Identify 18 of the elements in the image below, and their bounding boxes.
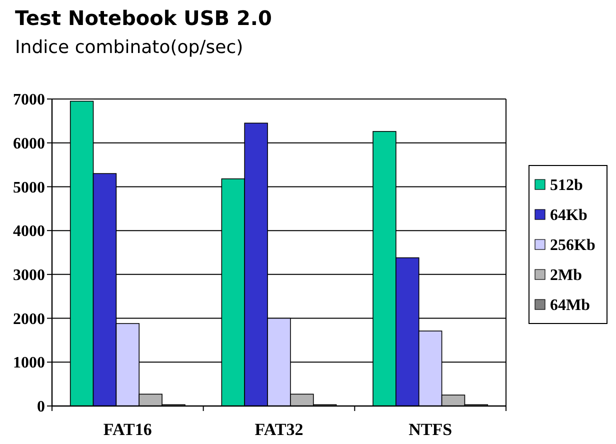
y-tick-label: 3000 [13, 267, 45, 284]
legend-label: 256Kb [550, 237, 596, 254]
x-tick-label: FAT16 [103, 420, 152, 439]
x-tick-label: FAT32 [254, 420, 304, 439]
legend-label: 64Kb [550, 207, 588, 224]
y-tick-label: 7000 [13, 92, 45, 109]
y-tick-label: 4000 [13, 223, 45, 240]
chart-subtitle: Indice combinato(op/sec) [15, 37, 244, 58]
y-tick-label: 6000 [13, 135, 45, 152]
y-tick-label: 0 [37, 398, 45, 416]
chart-title: Test Notebook USB 2.0 [15, 6, 272, 30]
legend-label: 64Mb [550, 297, 590, 314]
x-tick-label: NTFS [408, 420, 452, 439]
y-tick-label: 1000 [13, 354, 45, 372]
y-tick-label: 5000 [13, 179, 45, 196]
legend-label: 512b [550, 177, 583, 194]
legend-label: 2Mb [550, 267, 582, 284]
y-tick-label: 2000 [13, 310, 45, 328]
